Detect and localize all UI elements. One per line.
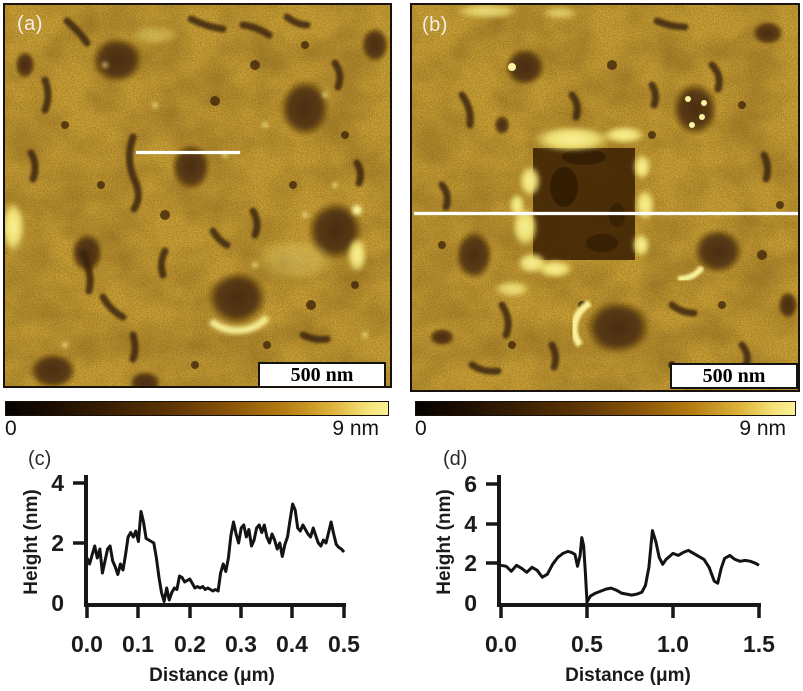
panel-label-c: (c) <box>28 448 52 470</box>
afm-image-a: (a) 500 nm <box>3 3 392 388</box>
dark-pits <box>61 41 359 369</box>
d-ytick-0: 0 <box>464 590 477 616</box>
square-inner-shadows <box>550 149 625 252</box>
dark-grooves <box>27 13 365 363</box>
profile-line-a <box>136 151 240 154</box>
c-xtick-3: 0.3 <box>225 631 257 657</box>
c-xtick-0: 0.0 <box>71 631 103 657</box>
c-xtick-1: 0.1 <box>122 631 154 657</box>
c-xtick-4: 0.4 <box>276 631 308 657</box>
panel-label-b: (b) <box>422 14 448 36</box>
scale-bar-b-text: 500 nm <box>702 364 766 387</box>
dark-domains <box>15 27 389 386</box>
colorbar-b-max: 9 nm <box>739 417 786 440</box>
colorbar-a-min: 0 <box>5 417 17 440</box>
c-y-axis-title: Height (nm) <box>21 489 42 595</box>
colorbar-b-min: 0 <box>415 417 427 440</box>
bright-features <box>5 25 368 348</box>
bright-accents <box>508 63 707 348</box>
c-ytick-0: 0 <box>51 590 64 616</box>
d-x-axis-title: Distance (μm) <box>565 665 691 686</box>
afm-texture-b <box>412 5 798 390</box>
profile-curve-c <box>85 502 346 603</box>
colorbar-b-gradient <box>415 401 796 416</box>
colorbar-a-max: 9 nm <box>332 417 379 440</box>
d-xtick-0: 0.0 <box>485 631 517 657</box>
profile-line-b <box>414 212 798 215</box>
scale-bar-b: 500 nm <box>670 363 798 389</box>
c-ytick-4: 4 <box>51 470 64 496</box>
c-ytick-2: 2 <box>51 530 64 556</box>
colorbar-a: 0 9 nm <box>5 401 389 441</box>
c-xtick-5: 0.5 <box>328 631 360 657</box>
scale-bar-a-text: 500 nm <box>290 364 354 386</box>
d-ytick-2: 2 <box>464 550 477 576</box>
d-xtick-2: 1.0 <box>657 631 689 657</box>
panel-label-d: (d) <box>443 448 468 470</box>
dark-domains <box>429 21 798 354</box>
dark-grooves <box>438 17 772 375</box>
d-y-axis-title: Height (nm) <box>434 489 455 595</box>
colorbar-a-gradient <box>5 401 389 416</box>
d-ytick-6: 6 <box>464 471 477 497</box>
afm-image-b: (b) 500 nm <box>410 3 800 392</box>
c-xtick-2: 0.2 <box>174 631 206 657</box>
scale-bar-a: 500 nm <box>258 362 386 386</box>
d-xtick-1: 0.5 <box>571 631 603 657</box>
colorbar-b: 0 9 nm <box>415 401 796 441</box>
afm-texture-a <box>5 5 390 386</box>
c-x-axis-title: Distance (μm) <box>149 665 275 686</box>
profile-curve-d <box>500 529 760 604</box>
d-xtick-3: 1.5 <box>743 631 775 657</box>
panel-label-a: (a) <box>17 13 43 35</box>
d-ytick-4: 4 <box>464 511 477 537</box>
scratched-square <box>533 148 635 260</box>
